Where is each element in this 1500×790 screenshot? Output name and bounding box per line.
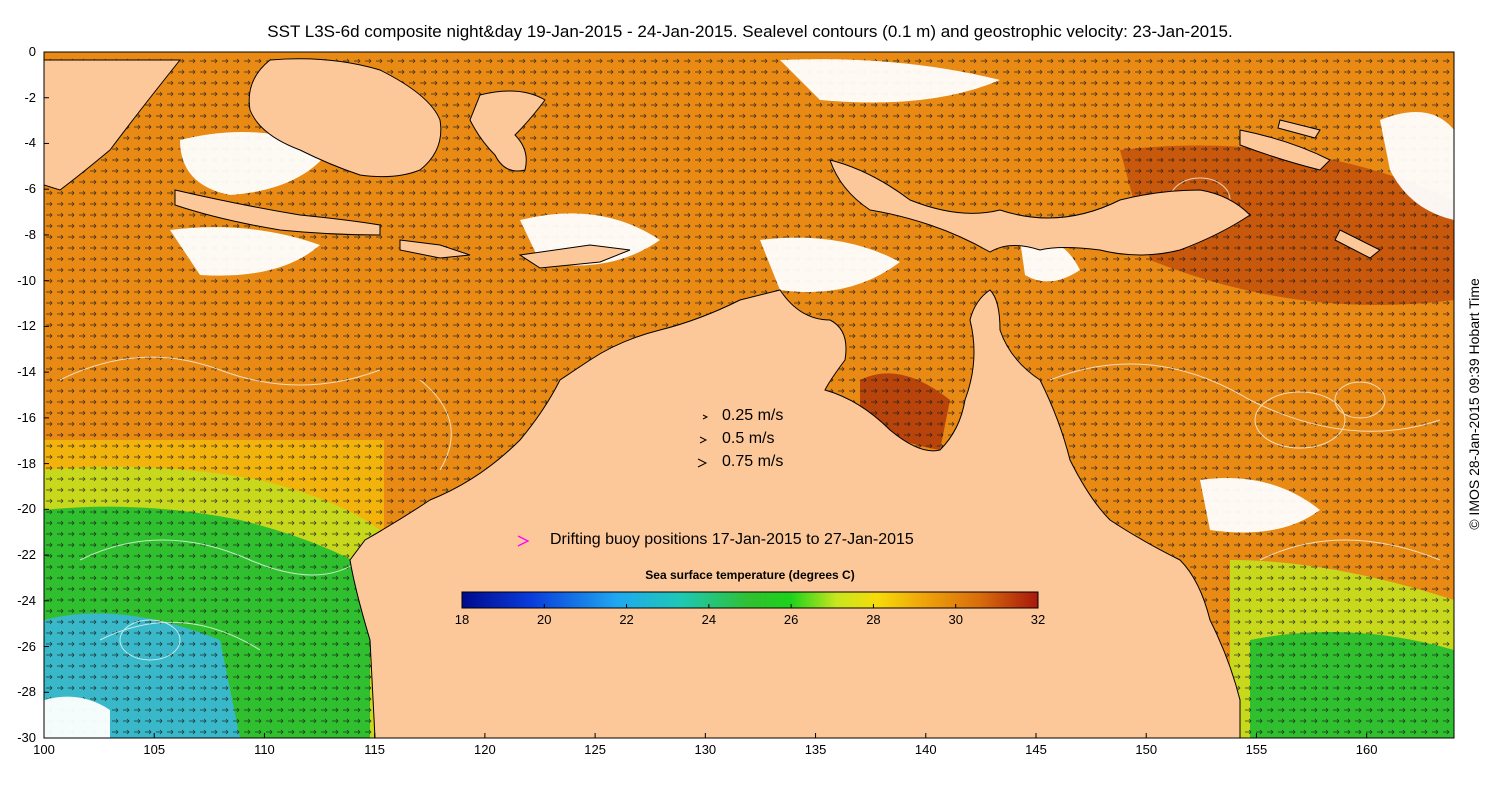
lon-label: 120 (474, 742, 496, 757)
lon-label: 150 (1135, 742, 1158, 757)
colorbar-label: 20 (537, 612, 552, 627)
lat-label: -8 (24, 226, 36, 242)
solomons (1334, 229, 1381, 259)
lon-label: 130 (694, 742, 717, 757)
new-britain (1239, 129, 1331, 171)
contour-line (1049, 363, 1441, 432)
sumatra (44, 59, 182, 191)
lat-label: -10 (17, 272, 36, 288)
cloud-patch (1380, 112, 1454, 220)
colorbar-title: Sea surface temperature (degrees C) (645, 568, 855, 582)
sulawesi (469, 90, 546, 172)
contour-ellipse (1334, 381, 1386, 419)
lon-label: 125 (584, 742, 606, 757)
colorbar-ticks (461, 604, 1039, 608)
lon-label: 140 (914, 742, 937, 757)
lat-label: -14 (17, 364, 36, 380)
lat-label: -22 (17, 547, 36, 563)
map-title: SST L3S-6d composite night&day 19-Jan-20… (267, 22, 1233, 41)
cloud-patch (170, 227, 320, 276)
lat-label: -16 (17, 409, 36, 425)
contour-line (79, 539, 361, 576)
lat-label: -24 (17, 592, 36, 608)
contour-line (99, 621, 261, 651)
lat-label: -12 (17, 318, 36, 334)
lat-label: -30 (17, 730, 36, 745)
new-ireland (1277, 119, 1321, 139)
velocity-legend-arrows (697, 414, 709, 468)
contour-ellipse (1254, 391, 1346, 449)
cloud-patch (780, 59, 1000, 103)
lat-label: -26 (17, 638, 36, 654)
colorbar-label: 30 (948, 612, 963, 627)
borneo (248, 58, 442, 178)
cloud-patch (1200, 478, 1320, 533)
buoy-legend-label: Drifting buoy positions 17-Jan-2015 to 2… (550, 531, 914, 548)
lon-label: 135 (804, 742, 827, 757)
lat-label: -4 (24, 135, 36, 151)
map-frame (43, 51, 1455, 739)
arrow-0.75 (697, 458, 708, 468)
lon-label: 105 (143, 742, 166, 757)
timor (518, 244, 631, 269)
lat-ticks (44, 51, 49, 739)
lon-label: 155 (1245, 742, 1268, 757)
cloud-patch (180, 132, 330, 195)
colorbar-label: 32 (1030, 612, 1046, 627)
map-area (44, 52, 1454, 738)
lat-label: -2 (24, 89, 36, 105)
land (44, 58, 1381, 738)
australia (349, 289, 1241, 738)
imos-credit: © IMOS 28-Jan-2015 09:39 Hobart Time (1466, 278, 1482, 530)
colorbar-label: 26 (783, 612, 799, 627)
contour-line (59, 356, 381, 386)
colorbar-label: 28 (866, 612, 881, 627)
lat-label: -6 (24, 181, 36, 197)
buoy-marker (517, 535, 530, 547)
contour-line (1259, 539, 1441, 561)
velocity-legend-025: 0.25 m/s (722, 407, 784, 424)
lon-label: 160 (1355, 742, 1378, 757)
velocity-legend-075: 0.75 m/s (722, 453, 784, 470)
lon-label: 100 (33, 742, 55, 757)
java (174, 189, 381, 236)
lon-label: 110 (254, 742, 275, 757)
cloud-patch (760, 237, 900, 293)
sealevel-contours (59, 177, 1441, 661)
colorbar-label: 22 (619, 612, 634, 627)
contour-ellipse (119, 619, 181, 661)
contour-line (419, 379, 452, 471)
lat-label: 0 (28, 44, 36, 59)
new-guinea (829, 159, 1251, 256)
lon-ticks (43, 733, 1368, 738)
lat-label: -20 (17, 501, 36, 517)
colorbar-label: 18 (454, 612, 470, 627)
lon-label: 145 (1025, 742, 1047, 757)
colorbar-label: 24 (701, 612, 717, 627)
cloud-patch (44, 696, 110, 738)
lon-label: 115 (364, 742, 386, 757)
arrow-0.25 (702, 414, 709, 420)
lat-label: -28 (17, 684, 36, 700)
colorbar (461, 591, 1039, 609)
lat-label: -18 (17, 455, 36, 471)
arrow-0.5 (699, 436, 708, 444)
velocity-legend-05: 0.5 m/s (722, 430, 775, 447)
lesser-sunda (399, 239, 471, 259)
